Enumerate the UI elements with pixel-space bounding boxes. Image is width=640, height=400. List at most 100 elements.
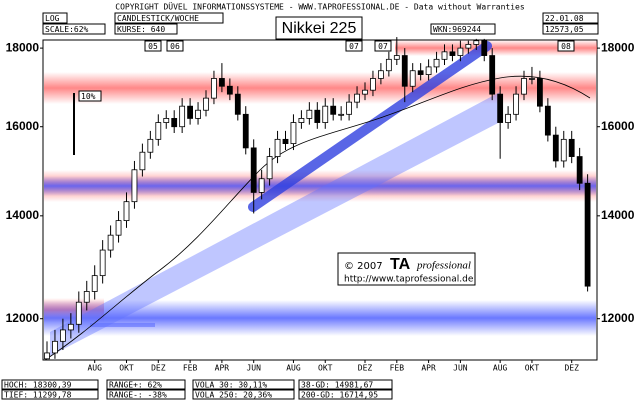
candle-body bbox=[139, 151, 146, 171]
candle-body bbox=[473, 40, 480, 45]
candle-body bbox=[163, 118, 170, 123]
year-box bbox=[144, 40, 162, 52]
footer-gd38: 38-GD: 14981,67 bbox=[301, 381, 373, 390]
box bbox=[42, 12, 68, 24]
candle-body bbox=[441, 51, 448, 60]
box bbox=[192, 389, 295, 400]
candle-body bbox=[218, 78, 225, 87]
candle-body bbox=[290, 122, 297, 145]
watermark-box bbox=[337, 252, 476, 286]
candle-body bbox=[568, 138, 575, 157]
candle-body bbox=[529, 78, 535, 80]
year-box bbox=[374, 40, 392, 52]
support-zone bbox=[44, 176, 596, 196]
candle-body bbox=[75, 301, 82, 325]
footer-gd200: 200-GD: 16714,95 bbox=[301, 391, 378, 400]
candle-body bbox=[537, 78, 543, 107]
y-tick-label: 18000 bbox=[6, 40, 40, 54]
y-tick-label: 14000 bbox=[6, 208, 40, 222]
candle-body bbox=[497, 93, 504, 123]
x-tick-label: JUN bbox=[246, 364, 261, 373]
box bbox=[542, 12, 599, 24]
x-tick-label: OKT bbox=[525, 364, 540, 373]
candle-body bbox=[576, 156, 583, 184]
candle-body bbox=[99, 249, 106, 277]
wkn: WKN:969244 bbox=[433, 25, 481, 34]
x-tick-label: APR bbox=[215, 364, 230, 373]
candle-body bbox=[521, 78, 527, 95]
candle-body bbox=[44, 352, 50, 360]
trend-channel bbox=[50, 92, 500, 356]
y-tick-label-right: 12000 bbox=[601, 311, 635, 325]
footer-range-minus: RANGE-: -38% bbox=[109, 391, 167, 400]
candle-body bbox=[465, 44, 472, 49]
candle-body bbox=[370, 78, 376, 91]
candle-body bbox=[544, 105, 551, 136]
candle-body bbox=[385, 58, 392, 72]
x-tick-label: DEZ bbox=[151, 364, 166, 373]
scale-marker: 10% bbox=[81, 92, 96, 101]
candle-body bbox=[338, 113, 345, 116]
support-zone bbox=[44, 300, 596, 336]
chart-type: CANDLESTICK/WOCHE bbox=[117, 14, 199, 23]
kurse: KURSE: 640 bbox=[117, 25, 165, 34]
year-marker: 06 bbox=[170, 42, 180, 51]
candle-body bbox=[433, 58, 440, 68]
candle-body bbox=[393, 55, 400, 60]
candle-body bbox=[115, 220, 122, 236]
candle-body bbox=[67, 323, 74, 331]
box bbox=[114, 12, 224, 24]
last-price: 12573,05 bbox=[545, 25, 584, 34]
candle-body bbox=[258, 178, 265, 193]
log-label: LOG bbox=[45, 14, 60, 23]
footer-high: HOCH: 18300,39 bbox=[4, 381, 72, 390]
x-tick-label: FEB bbox=[183, 364, 198, 373]
box bbox=[430, 23, 496, 35]
watermark-year: © 2007 bbox=[344, 261, 383, 272]
box bbox=[106, 389, 186, 400]
y-tick-label-right: 18000 bbox=[601, 40, 635, 54]
candle-body bbox=[203, 97, 209, 111]
x-tick-label: APR bbox=[421, 364, 436, 373]
box bbox=[298, 389, 393, 400]
box bbox=[42, 23, 106, 35]
footer-low: TIEF: 11299,78 bbox=[4, 391, 72, 400]
trend-line bbox=[248, 41, 492, 212]
candle-body bbox=[401, 55, 408, 87]
candle-body bbox=[489, 55, 496, 95]
candle-body bbox=[266, 156, 273, 180]
candle-body bbox=[250, 147, 257, 193]
chart-title: Nikkei 225 bbox=[282, 20, 357, 37]
candle-body bbox=[298, 118, 305, 123]
footer-vola250: VOLA 250: 20,36% bbox=[195, 391, 272, 400]
footer-vola30: VOLA 30: 30,11% bbox=[195, 381, 267, 390]
year-marker: 07 bbox=[378, 42, 388, 51]
watermark-url: http://www.taprofessional.de bbox=[344, 275, 474, 285]
candle-body bbox=[505, 113, 512, 123]
candle-body bbox=[425, 66, 432, 75]
x-tick-label: JUN bbox=[453, 364, 468, 373]
box bbox=[298, 379, 393, 390]
box bbox=[106, 379, 186, 390]
year-box bbox=[557, 40, 575, 52]
copyright: COPYRIGHT DÜVEL INFORMATIONSSYSTEME - WW… bbox=[115, 2, 525, 12]
candle-body bbox=[362, 89, 368, 95]
year-box bbox=[166, 40, 184, 52]
candle-body bbox=[52, 340, 58, 354]
candle-body bbox=[346, 101, 353, 115]
candle-body bbox=[195, 109, 201, 119]
candle-body bbox=[449, 51, 456, 56]
candle-body bbox=[513, 93, 519, 115]
candle-body bbox=[60, 329, 66, 342]
candle-body bbox=[330, 105, 337, 115]
year-box bbox=[345, 40, 363, 52]
x-tick-label: DEZ bbox=[358, 364, 373, 373]
box bbox=[114, 23, 178, 35]
candle-body bbox=[155, 122, 162, 140]
candle-body bbox=[242, 113, 249, 149]
candle-body bbox=[417, 70, 424, 75]
candle-body bbox=[226, 85, 233, 95]
candle-body bbox=[171, 118, 178, 128]
candle-body bbox=[282, 138, 289, 145]
candle-body bbox=[123, 201, 130, 222]
